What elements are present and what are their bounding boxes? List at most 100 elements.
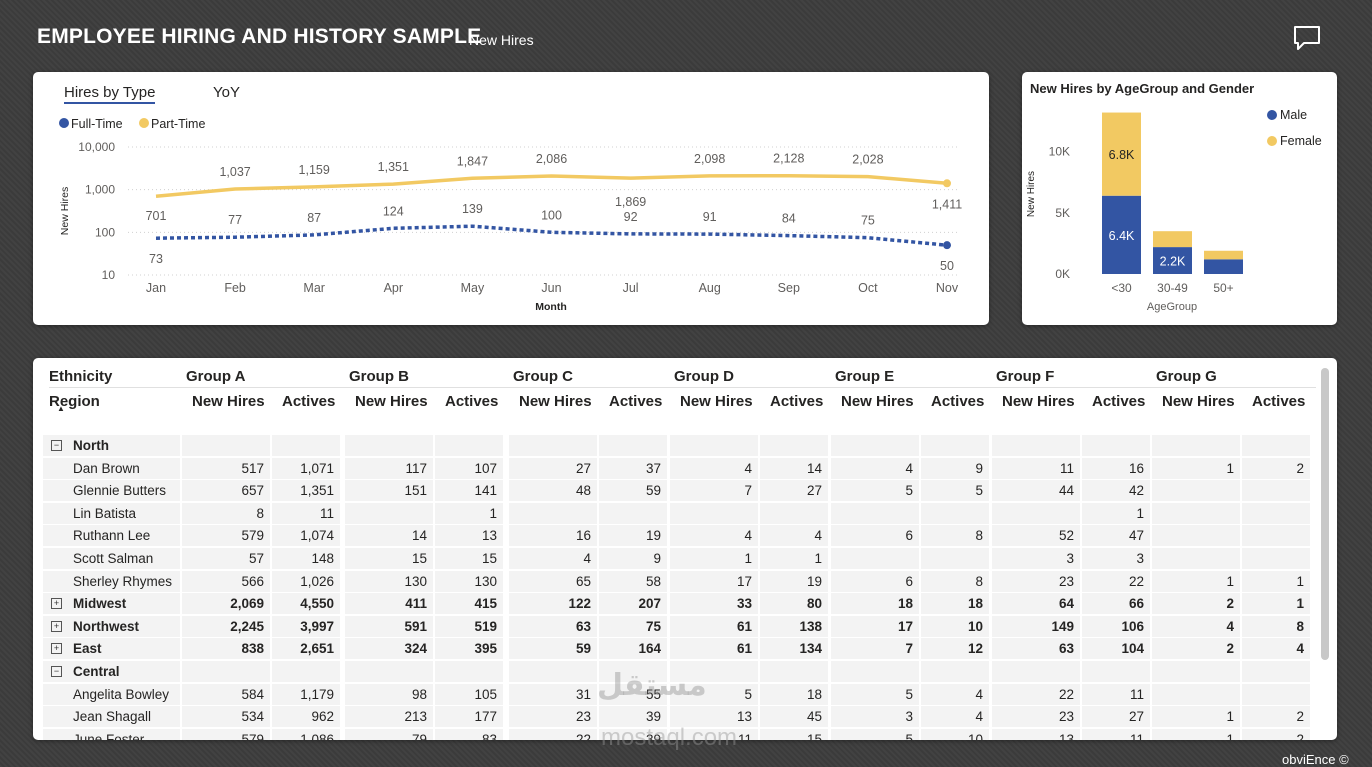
group-header[interactable]: Group E bbox=[831, 366, 995, 388]
cell-bg bbox=[831, 457, 919, 479]
subheader-new-hires[interactable]: New Hires bbox=[519, 393, 592, 410]
cell-bg bbox=[760, 615, 828, 637]
table-row[interactable]: − North bbox=[43, 435, 1315, 457]
region-name[interactable]: North bbox=[73, 438, 109, 453]
cell-bg bbox=[435, 525, 503, 547]
header-row-region: Region ▲ New Hires Actives New Hires Actives N… bbox=[43, 391, 1315, 413]
table-cell: 57 bbox=[248, 551, 264, 566]
cell-bg bbox=[670, 480, 758, 502]
table-row[interactable]: Ruthann Lee 579 1,074 14 13 16 19 4 4 6 8 52 47 bbox=[43, 525, 1315, 547]
subheader-new-hires[interactable]: New Hires bbox=[355, 393, 428, 410]
series-line-part-time[interactable] bbox=[155, 173, 948, 198]
series-point[interactable] bbox=[943, 179, 951, 188]
region-name[interactable]: East bbox=[73, 641, 102, 657]
bar-male-2[interactable] bbox=[1204, 259, 1243, 274]
group-header[interactable]: Group F bbox=[992, 366, 1156, 388]
subheader-actives[interactable]: Actives bbox=[282, 393, 336, 410]
cell-bg bbox=[599, 570, 667, 592]
cell-bg bbox=[760, 480, 828, 502]
table-row[interactable]: − Central bbox=[43, 661, 1315, 683]
subheader-actives[interactable]: Actives bbox=[1252, 393, 1306, 410]
legend-label-male[interactable]: Male bbox=[1280, 108, 1307, 122]
bar-male-1[interactable] bbox=[1153, 247, 1192, 274]
bar-female-2[interactable] bbox=[1204, 250, 1243, 260]
bar-female-1[interactable] bbox=[1153, 231, 1192, 248]
group-header[interactable]: Group G bbox=[1152, 366, 1316, 388]
sort-arrow-icon[interactable]: ▲ bbox=[57, 405, 65, 413]
table-row[interactable]: Jean Shagall 534 962 213 177 23 39 13 45 3 4 23 27 1 2 bbox=[43, 706, 1315, 728]
subheader-new-hires[interactable]: New Hires bbox=[1002, 393, 1075, 410]
footer-credit: obviEnce © bbox=[1282, 752, 1349, 767]
series-line-full-time[interactable] bbox=[155, 224, 948, 247]
table-row[interactable]: Angelita Bowley 584 1,179 98 105 31 55 5 18 5 4 22 1… bbox=[43, 683, 1315, 706]
expand-icon[interactable]: + bbox=[51, 598, 62, 610]
row-label-bg bbox=[43, 548, 180, 569]
subheader-actives[interactable]: Actives bbox=[445, 393, 499, 410]
bar-male-0[interactable] bbox=[1102, 195, 1141, 274]
subheader-new-hires[interactable]: New Hires bbox=[841, 393, 914, 410]
table-cell: 61 bbox=[736, 618, 752, 634]
cell-bg bbox=[345, 593, 433, 615]
subheader-new-hires[interactable]: New Hires bbox=[192, 393, 265, 410]
subheader-new-hires[interactable]: New Hires bbox=[680, 393, 753, 410]
subheader-actives[interactable]: Actives bbox=[931, 393, 985, 410]
subheader-actives[interactable]: Actives bbox=[1092, 393, 1146, 410]
table-cell: 534 bbox=[241, 709, 264, 725]
group-header[interactable]: Group D bbox=[670, 366, 834, 388]
subheader-actives[interactable]: Actives bbox=[770, 393, 824, 410]
legend-dot-male[interactable] bbox=[1267, 110, 1277, 120]
region-name[interactable]: Central bbox=[73, 664, 120, 679]
ethnicity-header[interactable]: Ethnicity bbox=[49, 366, 186, 388]
group-header[interactable]: Group C bbox=[509, 366, 673, 388]
legend-dot-full-time[interactable] bbox=[59, 118, 69, 128]
expand-icon[interactable]: + bbox=[51, 643, 62, 655]
expand-icon[interactable]: + bbox=[51, 620, 62, 632]
table-cell: 4,550 bbox=[300, 596, 334, 612]
cell-bg bbox=[760, 502, 828, 524]
table-row[interactable]: + Northwest 2,245 3,997 591 519 63 75 61 138 17 10 1… bbox=[43, 615, 1315, 638]
collapse-icon[interactable]: − bbox=[51, 666, 62, 677]
collapse-icon[interactable]: − bbox=[51, 440, 62, 451]
cell-bg bbox=[182, 593, 270, 615]
legend-dot-part-time[interactable] bbox=[139, 118, 149, 128]
table-scrollbar[interactable] bbox=[1321, 368, 1329, 660]
cell-bg bbox=[992, 525, 1080, 547]
cell-bg bbox=[992, 706, 1080, 728]
cell-bg bbox=[831, 615, 919, 637]
table-row[interactable]: June Foster 579 1,086 79 83 22 39 11 15 5 10 13 11 1 2 bbox=[43, 728, 1315, 740]
table-cell: 395 bbox=[474, 641, 497, 657]
comment-icon[interactable] bbox=[1292, 24, 1322, 52]
table-cell: 1,351 bbox=[300, 483, 334, 499]
table-cell: 55 bbox=[645, 686, 661, 702]
table-cell: 4 bbox=[1296, 641, 1304, 657]
cell-bg bbox=[831, 728, 919, 740]
table-row[interactable]: Dan Brown 517 1,071 117 107 27 37 4 14 4 9 11 16 1 2 bbox=[43, 457, 1315, 480]
data-label: 6.4K bbox=[1109, 229, 1135, 243]
table-row[interactable]: + East 838 2,651 324 395 59 164 61 134 7 12 63 104 2 4 bbox=[43, 638, 1315, 660]
cell-bg bbox=[760, 457, 828, 479]
legend-label-part-time[interactable]: Part-Time bbox=[151, 117, 205, 131]
table-row[interactable]: Scott Salman 57 148 15 15 4 9 1 1 3 3 bbox=[43, 548, 1315, 570]
legend-label-full-time[interactable]: Full-Time bbox=[71, 117, 123, 131]
cell-bg bbox=[1152, 570, 1240, 592]
region-name[interactable]: Midwest bbox=[73, 596, 127, 612]
tab-hires-by-type[interactable]: Hires by Type bbox=[64, 84, 156, 104]
legend-label-female[interactable]: Female bbox=[1280, 134, 1322, 148]
subheader-new-hires[interactable]: New Hires bbox=[1162, 393, 1235, 410]
cell-bg bbox=[670, 525, 758, 547]
group-header[interactable]: Group A bbox=[182, 366, 346, 388]
legend-dot-female[interactable] bbox=[1267, 136, 1277, 146]
region-header[interactable]: Region bbox=[49, 393, 100, 410]
table-row[interactable]: Lin Batista 8 11 1 1 bbox=[43, 502, 1315, 525]
table-row[interactable]: Glennie Butters 657 1,351 151 141 48 59 7 27 5 5 44… bbox=[43, 480, 1315, 502]
cell-bg bbox=[670, 615, 758, 637]
subheader-actives[interactable]: Actives bbox=[609, 393, 663, 410]
region-name[interactable]: Northwest bbox=[73, 618, 140, 634]
tab-yoy[interactable]: YoY bbox=[213, 84, 240, 101]
series-point[interactable] bbox=[943, 241, 951, 250]
group-header[interactable]: Group B bbox=[345, 366, 509, 388]
cell-bg bbox=[599, 548, 667, 569]
table-row[interactable]: Sherley Rhymes 566 1,026 130 130 65 58 17 19 6 8 23… bbox=[43, 570, 1315, 593]
bar-female-0[interactable] bbox=[1102, 112, 1141, 196]
table-row[interactable]: + Midwest 2,069 4,550 411 415 122 207 33 80 18 18 64… bbox=[43, 593, 1315, 615]
